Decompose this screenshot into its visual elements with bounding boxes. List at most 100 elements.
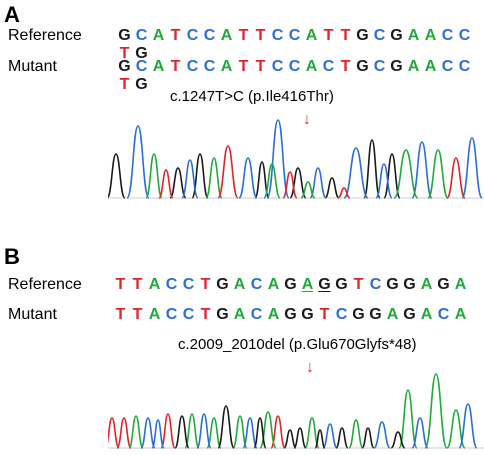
panel-a-trace-G [108, 139, 401, 199]
panel-b-mutant-base: A [267, 306, 280, 323]
panel-b-mutant-base: T [132, 306, 143, 323]
panel-a-mutant-base: A [424, 58, 437, 75]
panel-a-mutant-base: A [152, 58, 165, 75]
panel-a-reference-sequence: G C A T C C A T T C C A T T G C G A A C CT G [116, 27, 484, 63]
panel-b-reference-base: G [437, 276, 450, 293]
panel-a-reference-base: G [118, 27, 131, 44]
panel-a-reference-base: G [390, 27, 403, 44]
panel-b-mutant-base: A [420, 306, 433, 323]
panel-a-reference-base: T [340, 27, 351, 44]
panel-b-reference-base: A [148, 276, 161, 293]
panel-b-mutant-base: G [352, 306, 365, 323]
panel-a-reference-base: C [135, 27, 148, 44]
panel-b-reference-base: A [233, 276, 246, 293]
panel-a-mutation-arrow-icon: ↓ [303, 111, 311, 128]
panel-b-reference-base: C [250, 276, 263, 293]
panel-b-mutant-base: C [165, 306, 178, 323]
panel-b-mutant-base: C [335, 306, 348, 323]
panel-a-reference-base: A [407, 27, 420, 44]
panel-b-reference-base: C [165, 276, 178, 293]
panel-b-mutant-base: G [403, 306, 416, 323]
panel-a-reference-base: C [203, 27, 216, 44]
panel-a-mutant-base: T [119, 76, 130, 93]
panel-b-reference-base: G [386, 276, 399, 293]
panel-b-reference-base: A [420, 276, 433, 293]
panel-b-mutant-base: T [319, 306, 330, 323]
panel-a-reference-base: A [220, 27, 233, 44]
panel-a-reference-base: G [356, 27, 369, 44]
panel-b-mutant-base: C [182, 306, 195, 323]
panel-a-label: A [4, 2, 20, 27]
panel-a-reference-base: C [441, 27, 454, 44]
panel-a-reference-base: C [186, 27, 199, 44]
panel-a-reference-base: T [255, 27, 266, 44]
panel-a-mutant-base: T [340, 58, 351, 75]
panel-b-mutant-label: Mutant [8, 306, 57, 323]
panel-b-reference-label: Reference [8, 276, 82, 293]
panel-b-reference-base: G [403, 276, 416, 293]
panel-a-reference-base: A [152, 27, 165, 44]
panel-a-trace-A [145, 149, 449, 199]
panel-b-mutant-base: G [301, 306, 314, 323]
panel-a-mutant-base: G [356, 58, 369, 75]
panel-b-mutant-base: G [369, 306, 382, 323]
panel-a-reference-base: T [170, 27, 181, 44]
panel-a-reference-base: T [323, 27, 334, 44]
panel-a-reference-base: T [238, 27, 249, 44]
panel-a-mutant-base: T [238, 58, 249, 75]
panel-b-reference-base: G [318, 276, 331, 293]
panel-a-mutation-label: c.1247T>C (p.Ile416Thr) [170, 88, 334, 105]
panel-a-mutant-base: G [118, 58, 131, 75]
panel-a-reference-base: A [424, 27, 437, 44]
panel-b-reference-base: T [353, 276, 364, 293]
panel-a-mutant-base: C [373, 58, 386, 75]
panel-b-reference-base: A [301, 276, 314, 293]
panel-b-mutation-label: c.2009_2010del (p.Glu670Glyfs*48) [178, 336, 417, 353]
panel-b-reference-base: A [454, 276, 467, 293]
panel-b-reference-base: A [267, 276, 280, 293]
panel-b-mutant-base: T [115, 306, 126, 323]
panel-a-mutant-base: C [441, 58, 454, 75]
panel-a-reference-base: T [119, 45, 130, 62]
panel-a-trace-C [126, 119, 483, 199]
panel-b-reference-base: G [284, 276, 297, 293]
panel-a-reference-base: C [288, 27, 301, 44]
panel-b-reference-base: G [335, 276, 348, 293]
panel-a-mutant-base: C [135, 58, 148, 75]
panel-b-mutant-base: C [437, 306, 450, 323]
panel-b-reference-base: T [200, 276, 211, 293]
panel-b-mutation-arrow-icon: ↓ [306, 359, 314, 376]
panel-a-chromatogram [108, 119, 484, 199]
panel-a-mutant-base: C [203, 58, 216, 75]
panel-b-mutant-base: G [216, 306, 229, 323]
panel-b-mutant-base: A [148, 306, 161, 323]
panel-a-mutant-base: C [288, 58, 301, 75]
panel-b-trace-A [128, 373, 466, 449]
panel-a-mutant-base: T [255, 58, 266, 75]
panel-b-mutant-base: A [454, 306, 467, 323]
panel-b-trace-T [108, 413, 286, 449]
panel-a-mutant-base: C [271, 58, 284, 75]
panel-b-reference-base: T [132, 276, 143, 293]
panel-a-mutant-base: A [407, 58, 420, 75]
panel-a-reference-label: Reference [8, 27, 82, 44]
panel-b-label: B [4, 244, 20, 269]
panel-a-mutant-base: G [390, 58, 403, 75]
panel-a-mutant-label: Mutant [8, 58, 57, 75]
panel-a-mutant-base: A [220, 58, 233, 75]
panel-a-mutant-base: C [458, 58, 471, 75]
panel-b-reference-base: T [115, 276, 126, 293]
panel-b-reference-base: G [216, 276, 229, 293]
panel-b-trace-G [174, 405, 406, 449]
panel-a-reference-base: G [135, 45, 148, 62]
panel-b-mutant-base: C [250, 306, 263, 323]
panel-b-mutant-base: A [233, 306, 246, 323]
panel-a-trace-T [158, 145, 466, 199]
panel-a-mutant-base: G [135, 76, 148, 93]
panel-a-mutant-base: A [305, 58, 318, 75]
panel-a-mutant-base: C [186, 58, 199, 75]
panel-a-mutant-base: C [322, 58, 335, 75]
panel-a-reference-base: C [271, 27, 284, 44]
panel-b-mutant-base: G [284, 306, 297, 323]
